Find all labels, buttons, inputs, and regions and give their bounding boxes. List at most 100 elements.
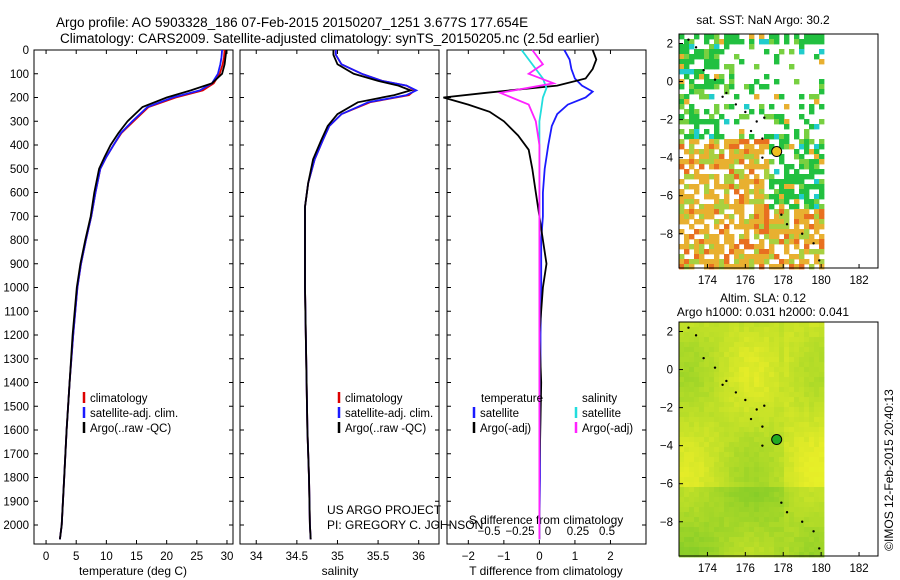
sst-map-cell [699,259,705,265]
sla-map-cell [809,462,815,468]
sla-map-cell [684,347,690,353]
sst-map-cell [809,204,815,210]
sla-map-cell [784,497,790,503]
sst-map-cell [704,84,710,90]
sla-map-cell [694,357,700,363]
sla-map-cell [784,422,790,428]
sst-map-cell [764,224,770,230]
sst-map-cell [679,189,685,195]
sla-map-cell [714,477,720,483]
sla-map-cell [699,542,705,548]
sla-map-cell [779,392,785,398]
sst-map-cell [754,194,760,200]
sst-map-cell [784,124,790,130]
sla-map-cell [769,362,775,368]
sla-map-cell [709,387,715,393]
coastline-dot [694,46,698,49]
sla-map-cell [739,372,745,378]
sla-map-cell [689,432,695,438]
sla-map-cell [789,497,795,503]
sst-map-cell [714,79,720,85]
salinity-series-satellite-adj--clim- [304,50,419,540]
sla-map-cell [724,402,730,408]
sla-map-cell [799,357,805,363]
sla-map-cell [704,442,710,448]
sla-map-cell [769,542,775,548]
sla-map-cell [764,407,770,413]
sla-map-cell [794,327,800,333]
sst-map-cell [724,204,730,210]
sst-map-cell [794,234,800,240]
sla-map-cell [724,397,730,403]
sst-map-cell [809,159,815,165]
sla-map-cell [679,487,685,493]
sla-map-cell [819,412,825,418]
sla-map-cell [764,552,770,558]
sla-map-cell [769,397,775,403]
sla-map-cell [769,337,775,343]
sla-map-cell [694,382,700,388]
depth-tick-label: 1300 [3,354,29,366]
sla-map-cell [679,522,685,528]
sst-map-cell [799,94,805,100]
sla-map-cell [729,347,735,353]
sst-map-cell [709,249,715,255]
sst-map-cell [809,124,815,130]
sla-map-cell [699,337,705,343]
sst-map-cell [814,214,820,220]
sla-map-cell [719,462,725,468]
sla-map-cell [784,352,790,358]
sla-map-cell [714,512,720,518]
sla-map-cell [744,457,750,463]
sla-map-cell [819,482,825,488]
sst-map-cell [699,174,705,180]
sla-map-cell [724,537,730,543]
sst-map-cell [814,94,820,100]
sla-map-cell [794,552,800,558]
sst-map-cell [714,194,720,200]
sla-map-cell [714,432,720,438]
sst-map-cell [734,204,740,210]
sla-map-cell [809,442,815,448]
sla-map-cell [764,517,770,523]
sla-map-cell [704,447,710,453]
sla-map-cell [814,402,820,408]
sst-map-cell [789,64,795,70]
sst-map-cell [729,234,735,240]
sst-map-cell [809,104,815,110]
sst-map-cell [744,259,750,265]
sst-map-cell [734,39,740,45]
sst-map-cell [814,254,820,260]
sla-map-cell [704,482,710,488]
sla-map-cell [729,397,735,403]
sla-map-cell [739,512,745,518]
sla-map-ytick-label: 0 [667,365,673,377]
sst-map-cell [759,149,765,155]
sla-map-cell [719,492,725,498]
sla-map-cell [694,412,700,418]
sst-map-cell [739,199,745,205]
sst-map-cell [734,34,740,40]
sst-map-cell [714,179,720,185]
sla-map-cell [739,347,745,353]
sst-map-cell [694,189,700,195]
sla-map-cell [774,327,780,333]
sst-map-cell [754,244,760,250]
sla-map-cell [684,492,690,498]
sla-map-cell [809,497,815,503]
depth-tick-label: 800 [10,235,29,247]
sla-map-cell [709,402,715,408]
sla-map-cell [749,527,755,533]
sla-map-cell [709,497,715,503]
sla-map-cell [694,377,700,383]
sla-map-cell [739,362,745,368]
sla-map-cell [734,457,740,463]
sla-map-cell [794,347,800,353]
sst-map-cell [734,139,740,145]
sst-map-cell [819,209,825,215]
sla-map-cell [684,422,690,428]
sst-map-cell [794,224,800,230]
sla-map-cell [819,367,825,373]
sst-map-cell [689,54,695,60]
sst-map-cell [709,234,715,240]
